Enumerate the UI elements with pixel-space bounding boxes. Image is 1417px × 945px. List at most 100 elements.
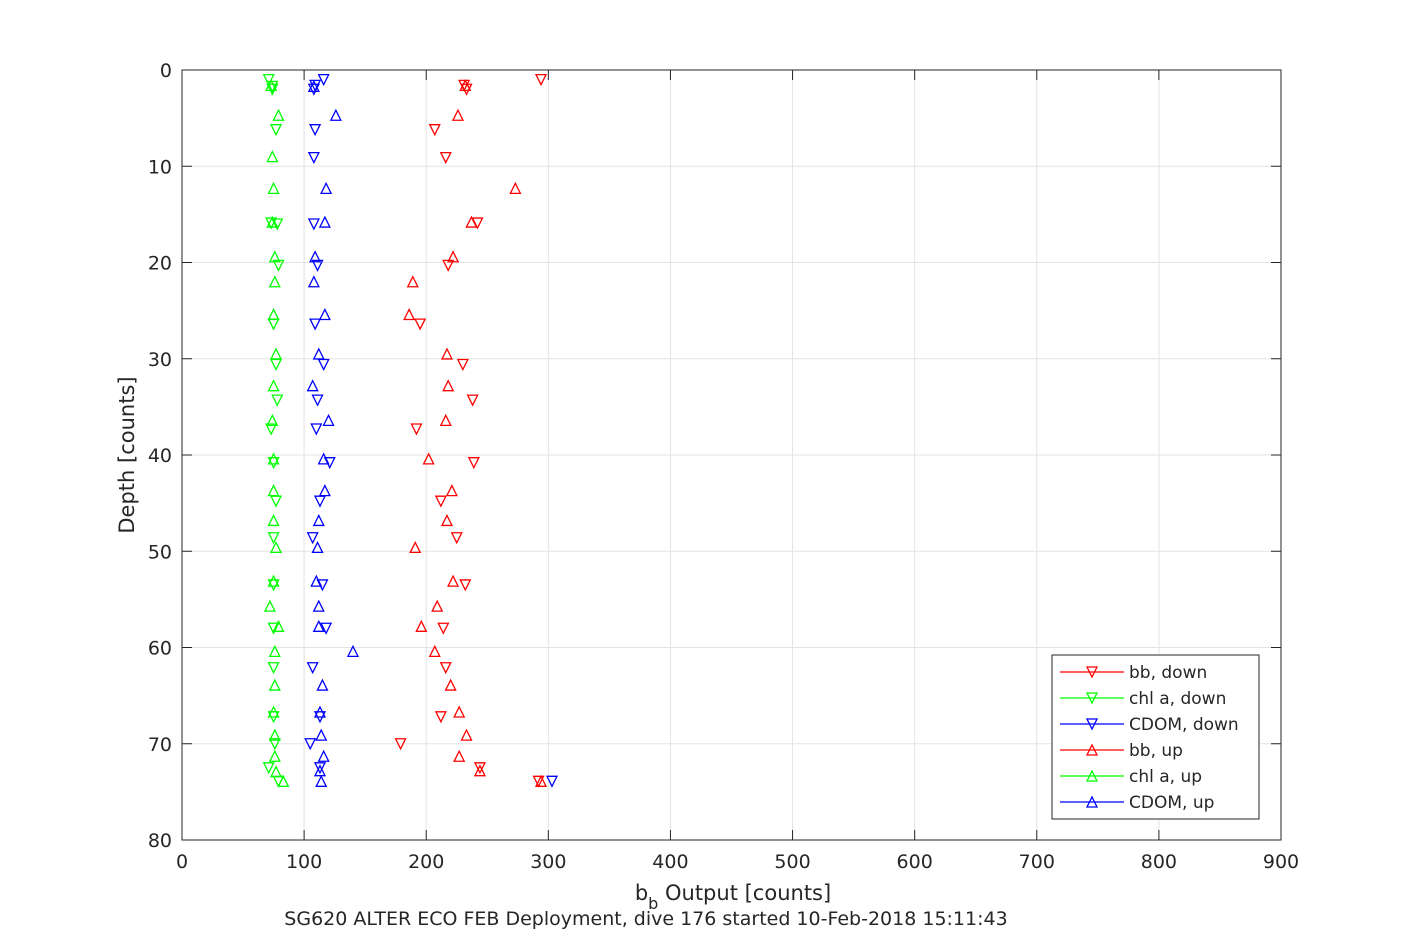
x-tick-label: 100 [286,851,322,873]
data-point [307,83,320,96]
data-point [267,513,280,527]
data-point [450,532,463,545]
data-point [315,774,328,787]
data-point [431,599,444,612]
y-tick-labels: 0 10 20 30 40 50 60 70 80 [148,60,172,852]
legend-marker [1085,666,1099,679]
data-point [439,413,452,427]
data-point [309,250,322,263]
data-point [311,394,324,407]
x-axis-label: bb Output [counts] [635,881,831,913]
x-tick-label: 300 [530,851,566,873]
data-point [459,579,472,592]
data-point [318,308,331,321]
data-point [309,318,322,331]
data-point [444,678,457,691]
data-point [428,124,441,137]
data-point [263,599,276,612]
data-point [267,705,280,718]
data-point [267,452,280,465]
data-point [307,218,320,231]
data-point [267,181,280,195]
data-point [304,738,317,751]
data-point [320,181,333,195]
data-point [403,308,416,321]
x-tick-label: 400 [652,851,688,873]
legend-label: bb, down [1129,663,1207,683]
x-tick-label: 500 [774,851,810,873]
data-point [545,775,559,788]
data-point [318,484,331,497]
data-point [422,452,435,465]
data-point [465,215,478,228]
data-point [271,394,284,407]
data-point [317,749,330,762]
y-tick-label: 50 [148,541,172,563]
data-point [267,484,280,497]
data-point [466,394,479,407]
data-point [439,151,452,165]
data-point [269,540,283,554]
series-3 [403,78,548,787]
data-point [266,413,279,427]
data-point [268,250,281,263]
data-point [394,738,407,751]
data-point [265,423,278,436]
legend-marker [1085,795,1099,808]
data-point [317,73,330,87]
legend-label: CDOM, up [1129,793,1214,813]
data-point [311,259,324,272]
data-point [473,762,487,775]
y-tick-label: 60 [148,638,172,660]
legend-label: CDOM, down [1129,715,1239,735]
y-tick-label: 70 [148,734,172,756]
data-point [447,250,460,263]
data-point [317,452,330,465]
series-4 [263,78,290,787]
data-point [267,622,280,635]
data-point [272,619,285,632]
data-point [460,728,473,741]
data-point [262,762,275,775]
data-point [428,644,441,657]
data-point [313,705,327,718]
data-point [307,79,320,93]
legend: bb, down chl a, down CDOM, down bb, up chl a… [1051,654,1260,820]
data-point [312,513,325,527]
data-point [318,215,331,228]
data-point [268,728,281,741]
data-point [509,181,522,195]
figure-caption: SG620 ALTER ECO FEB Deployment, dive 176… [284,908,1007,930]
data-point [265,78,278,92]
data-point [268,738,281,751]
legend-label: bb, up [1129,741,1183,761]
data-point [268,275,281,288]
data-point [473,764,487,777]
data-point [459,78,472,92]
data-point [267,457,280,470]
data-point [316,678,329,691]
data-point [267,532,280,545]
data-point [266,150,279,163]
y-tick-label: 20 [148,253,172,275]
data-point [414,318,427,331]
legend-box [1051,654,1260,820]
data-point [267,574,280,587]
data-point [306,532,319,545]
data-point [532,775,545,788]
data-point [440,513,454,527]
data-point [306,379,319,392]
data-point [268,644,281,657]
x-tick-label: 0 [176,851,188,873]
data-point [440,347,454,360]
data-point [313,764,327,777]
data-point [312,347,325,360]
data-point [315,728,328,741]
data-point [410,423,423,436]
data-point [268,749,281,762]
data-point [322,413,335,427]
series-2 [304,73,559,788]
series-5 [306,79,360,787]
y-tick-label: 10 [148,156,172,178]
